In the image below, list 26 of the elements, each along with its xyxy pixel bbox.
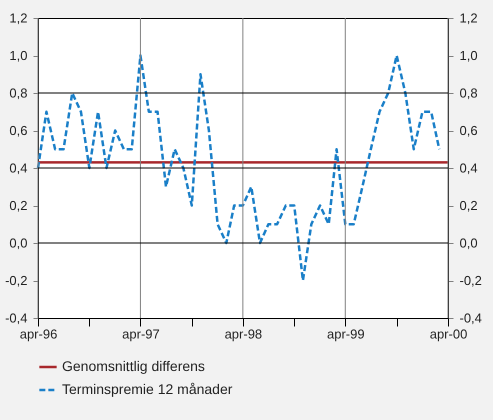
- y2-tick-label: 0,2: [460, 198, 478, 213]
- y-tick-label: 0,0: [9, 236, 28, 250]
- y2-tick-label: -0,2: [460, 273, 482, 288]
- y-tick-label: -0,4: [5, 310, 28, 326]
- y-tick-label: 0,4: [9, 160, 28, 176]
- y-tick-label: 1,2: [9, 10, 28, 26]
- x-tick-label: apr-96: [20, 326, 58, 342]
- y2-tick-label: 0,6: [460, 123, 478, 138]
- legend-label: Terminspremie 12 månader: [62, 381, 233, 397]
- y2-tick-label: -0,4: [460, 310, 482, 326]
- legend-label: Genomsnittlig differens: [62, 358, 205, 374]
- y2-tick-label: 1,0: [460, 48, 478, 63]
- y2-tick-label: 0,0: [460, 236, 478, 250]
- y-tick-label: 1,0: [9, 48, 28, 63]
- y-tick-label: 0,6: [9, 123, 28, 138]
- y2-tick-label: 0,8: [460, 86, 478, 100]
- y2-tick-label: 0,4: [460, 160, 478, 176]
- y-tick-label: 0,2: [9, 198, 28, 213]
- y2-tick-label: 1,2: [460, 10, 478, 26]
- y-tick-label: 0,8: [9, 86, 28, 100]
- x-tick-label: apr-00: [430, 326, 468, 342]
- x-tick-label: apr-99: [327, 326, 365, 342]
- line-series: [36, 54, 441, 282]
- x-tick-label: apr-97: [122, 326, 160, 342]
- y-tick-label: -0,2: [5, 273, 28, 288]
- x-tick-label: apr-98: [224, 326, 262, 342]
